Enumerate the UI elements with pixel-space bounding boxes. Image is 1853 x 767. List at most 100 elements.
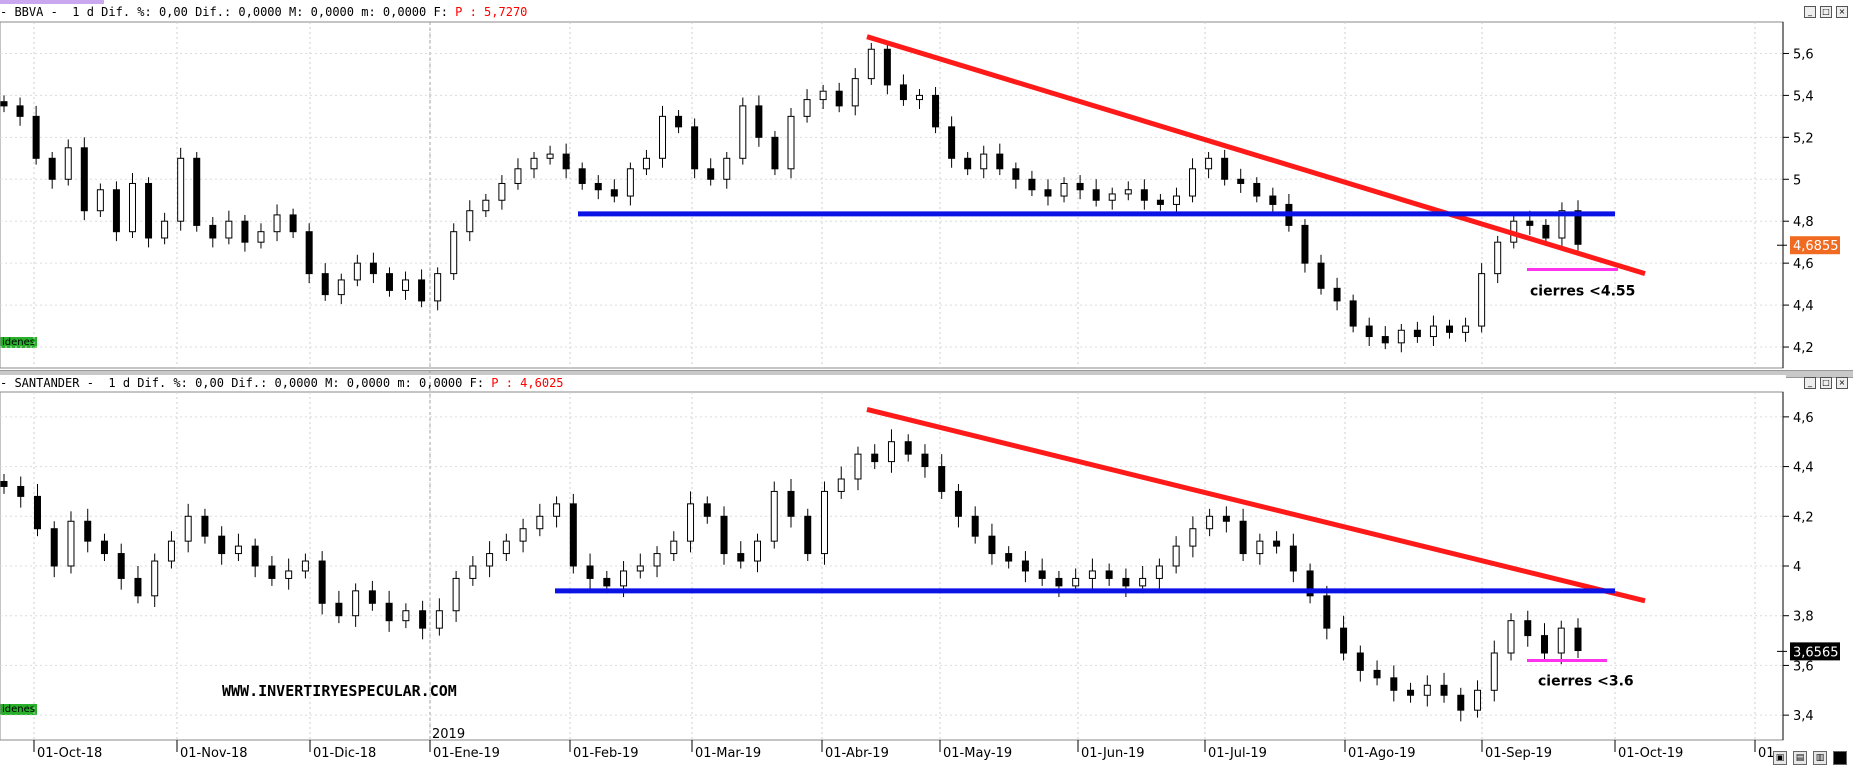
candle-body	[225, 220, 233, 239]
date-label: 01-Nov-18	[180, 746, 248, 761]
fill-icon[interactable]	[1833, 751, 1847, 765]
date-label: 01-Oct-19	[1618, 746, 1683, 761]
candle-body	[1390, 677, 1398, 691]
price-tick-label: 4,6	[1793, 257, 1814, 272]
candle-body	[1340, 627, 1348, 654]
candle-body	[1139, 577, 1147, 587]
candle-body	[1413, 329, 1421, 338]
candle-body	[1429, 325, 1437, 338]
candle-body	[1524, 620, 1532, 637]
candle-body	[1306, 570, 1314, 597]
candle-body	[318, 560, 326, 604]
restore-icon[interactable]: □	[1820, 6, 1832, 18]
bbva-annotation: cierres <4.55	[1530, 284, 1635, 300]
last-price-badge	[1790, 642, 1840, 661]
candle-body	[321, 273, 329, 296]
candle-body	[1478, 273, 1486, 327]
candle-body	[530, 157, 538, 170]
candle-body	[1072, 577, 1080, 587]
candle-body	[642, 157, 650, 170]
candle-body	[1301, 224, 1309, 264]
candle-body	[1055, 577, 1063, 587]
price-tick-label: 4,4	[1793, 299, 1814, 314]
candle-body	[337, 279, 345, 296]
candle-body	[1028, 178, 1036, 191]
price-tick-label: 4,6	[1793, 411, 1814, 426]
candle-body	[954, 490, 962, 517]
candle-body	[1273, 540, 1281, 547]
candle-body	[434, 273, 442, 302]
candle-body	[502, 540, 510, 555]
candle-body	[1323, 595, 1331, 629]
screenshot-icon[interactable]: ▣	[1773, 751, 1787, 765]
date-label: 01-Dic-18	[313, 746, 376, 761]
date-label: 01-May-19	[943, 746, 1012, 761]
settings-icon[interactable]: ▥	[1813, 751, 1827, 765]
close-icon[interactable]: ×	[1836, 377, 1848, 389]
window-tab-accent	[0, 0, 104, 6]
bbva-panel-header: - BBVA - 1 d Dif. %: 0,00 Dif.: 0,0000 M…	[0, 4, 1786, 20]
candle-body	[1440, 684, 1448, 696]
candle-body	[720, 515, 728, 555]
candle-body	[691, 126, 699, 170]
candle-body	[948, 126, 956, 159]
candle-body	[1237, 178, 1245, 184]
candle-body	[418, 279, 426, 302]
candle-body	[1397, 329, 1405, 344]
restore-icon[interactable]: □	[1820, 377, 1832, 389]
candle-body	[209, 224, 217, 239]
bbva-plot-area	[0, 21, 1784, 369]
candle-body	[938, 466, 946, 492]
minimize-icon[interactable]: _	[1804, 377, 1816, 389]
last-price-label: 4,6855	[1793, 239, 1839, 254]
candle-body	[289, 214, 297, 233]
candle-body	[610, 189, 618, 197]
candle-body	[67, 520, 75, 567]
candle-body	[1269, 195, 1277, 205]
santander-header-price: P : 4,6025	[491, 376, 564, 390]
last-price-badge	[1790, 236, 1840, 255]
candle-body	[482, 199, 490, 212]
candle-body	[739, 105, 747, 159]
candle-body	[1474, 689, 1482, 711]
candle-body	[553, 503, 561, 517]
candle-body	[1446, 325, 1454, 333]
candle-body	[368, 590, 376, 604]
candle-body	[1108, 193, 1116, 201]
date-label: 01-Mar-19	[695, 746, 761, 761]
candle-body	[603, 577, 611, 587]
candle-body	[1076, 182, 1084, 191]
candle-body	[117, 553, 125, 579]
candle-body	[1038, 570, 1046, 579]
candle-body	[80, 147, 88, 212]
candle-body	[1253, 182, 1261, 197]
price-tick-label: 4,4	[1793, 461, 1814, 476]
candle-body	[837, 478, 845, 492]
candle-body	[385, 273, 393, 291]
website-watermark: WWW.INVERTIRYESPECULAR.COM	[222, 682, 457, 700]
candle-body	[1005, 553, 1013, 562]
candle-body	[915, 94, 923, 101]
candle-body	[1221, 157, 1229, 180]
candle-body	[1222, 515, 1230, 522]
candle-body	[851, 78, 859, 107]
candle-body	[1317, 262, 1325, 289]
price-tick-label: 3,4	[1793, 709, 1814, 724]
candle-body	[1574, 210, 1582, 245]
candle-body	[1507, 620, 1515, 654]
candle-body	[653, 553, 661, 567]
candle-body	[112, 189, 120, 233]
candle-body	[1088, 570, 1096, 579]
candle-body	[353, 262, 361, 281]
close-icon[interactable]: ×	[1836, 6, 1848, 18]
candle-body	[1349, 300, 1357, 327]
year-marker: 2019	[432, 727, 465, 742]
candle-body	[128, 182, 136, 233]
candle-body	[1333, 287, 1341, 302]
minimize-icon[interactable]: _	[1804, 6, 1816, 18]
candle-body	[32, 115, 40, 159]
candle-body	[820, 490, 828, 555]
price-tick-label: 5,6	[1793, 47, 1814, 62]
save-icon[interactable]: ▤	[1793, 751, 1807, 765]
candle-body	[218, 535, 226, 555]
